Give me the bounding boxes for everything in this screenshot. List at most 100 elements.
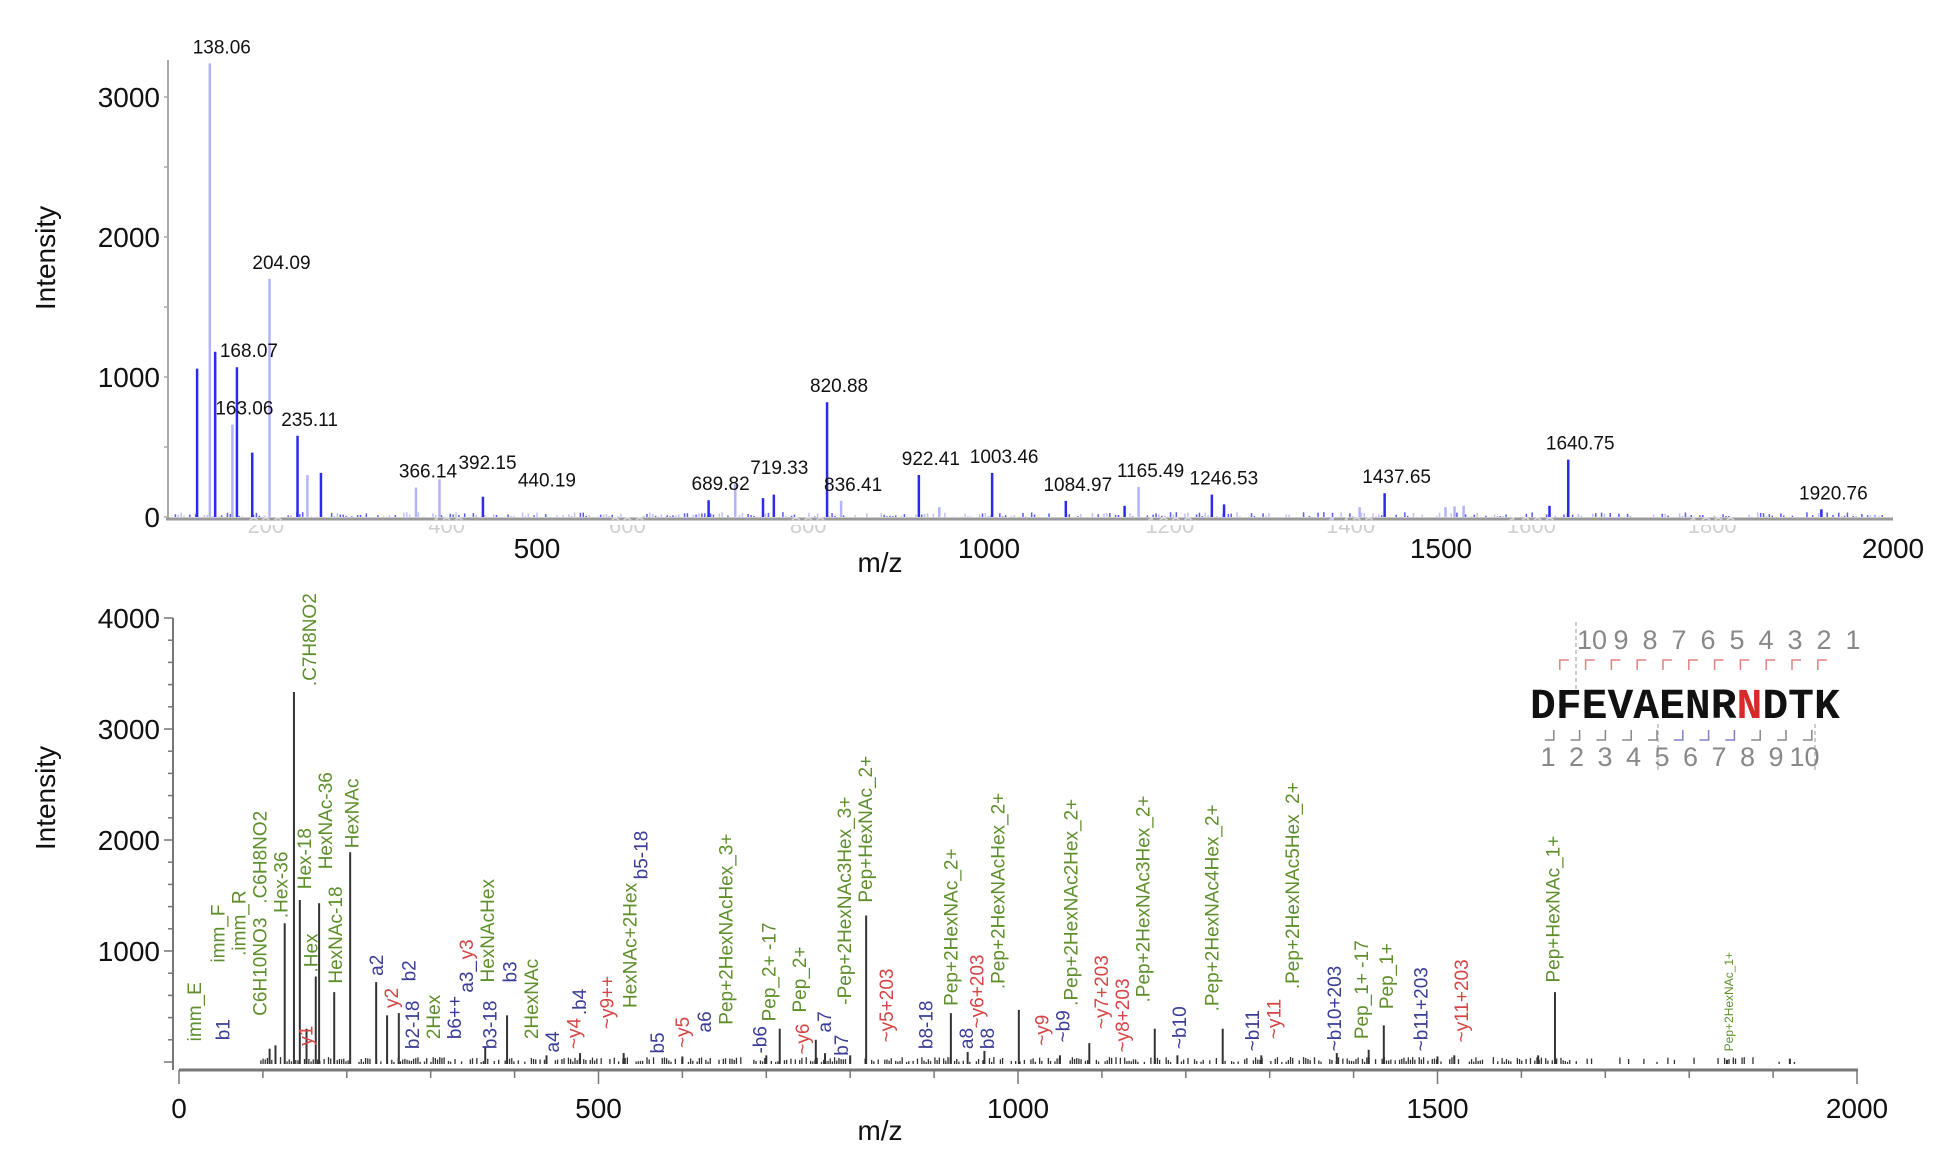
- residue: V: [1607, 682, 1633, 731]
- annotation-y-ion: y2: [382, 988, 403, 1008]
- y-ion-bracket: [1584, 659, 1595, 670]
- annotation-b-ion: a4: [543, 1031, 564, 1053]
- b-ion-bracket: [1777, 730, 1787, 741]
- b-ion-bracket: [1673, 730, 1684, 741]
- annotation-y-ion: ~y11: [1265, 999, 1286, 1039]
- annotation-y-ion: ~y5+203: [877, 968, 898, 1042]
- annotation-y-ion: ~y5: [673, 1017, 694, 1048]
- annotation-glycan: 2Hex: [424, 994, 445, 1039]
- annotation-b-ion: b2: [400, 960, 421, 981]
- peak-label: 138.06: [193, 37, 251, 58]
- y-tick-label: 2000: [98, 222, 160, 253]
- x-tick-label: 2000: [1862, 533, 1924, 564]
- annotation-glycan: HexNAcHex: [478, 879, 499, 983]
- annotation-b-ion: b8-18: [917, 1001, 938, 1050]
- annotation-glycan: Pep+2HexNAc_2+: [942, 848, 963, 1005]
- annotation-glycan: Pep_2+ -17: [760, 923, 781, 1022]
- annotation-glycan: Hex-18: [295, 828, 316, 889]
- y-ion-bracket: [1739, 659, 1750, 670]
- annotation-glycan: .Hex-36: [272, 852, 293, 919]
- y-tick-label: 1000: [98, 362, 160, 393]
- annotation-y-ion: y1: [297, 1026, 318, 1046]
- peak-label: 719.33: [750, 458, 808, 479]
- y-ion-bracket: [1662, 659, 1672, 670]
- top-spectrum-panel: 138.06 204.09 168.07 163.06 235.11 366.14 392.…: [30, 37, 1924, 578]
- annotation-glycan: -Pep+2HexNAc3Hex_3+: [835, 797, 856, 1005]
- annotation-glycan: .Pep+2HexNAc2Hex_2+: [1062, 799, 1083, 1006]
- annotation-b-ion: -b6: [750, 1026, 771, 1053]
- annotation-b-ion: .b4: [570, 988, 591, 1015]
- peak-label: 1246.53: [1190, 469, 1259, 490]
- annotation-b-ion: ~b11+203: [1412, 967, 1433, 1051]
- annotation-y-ion: ~y6: [793, 1023, 814, 1054]
- peak-label: 1920.76: [1799, 483, 1868, 504]
- faint-x-tick-label: 800: [790, 513, 827, 538]
- annotation-glycan: C6H10NO3: [250, 918, 271, 1016]
- annotation-b-ion: b8: [978, 1028, 999, 1049]
- peptide-sequence: DFEVAENRNDTK: [1530, 682, 1840, 731]
- y-tick-label: 0: [144, 502, 160, 533]
- annotation-b-ion: a6: [695, 1011, 716, 1032]
- annotation-b-ion: ~b9: [1054, 1010, 1075, 1042]
- b-ion-bracket: [1699, 730, 1710, 741]
- residue: A: [1633, 682, 1659, 731]
- peak-label: 163.06: [215, 399, 273, 420]
- annotation-b-ion: b6++: [445, 996, 466, 1039]
- annotation-b-ion: a3_: [457, 961, 478, 993]
- y-ion-bracket: [1817, 659, 1827, 670]
- annotation-b-ion: ~b11: [1243, 1010, 1264, 1051]
- faint-x-tick-label: 200: [247, 513, 284, 538]
- bottom-annotations: imm_E b1 imm_F .imm_R C6H10NO3 .C6H8NO2 .Hex-3…: [185, 593, 1736, 1056]
- faint-x-tick-label: 400: [428, 513, 465, 538]
- top-peak-labels: 138.06 204.09 168.07 163.06 235.11 366.14 392.…: [193, 37, 1868, 504]
- y-tick-label: 3000: [98, 82, 160, 113]
- annotation-glycan: 2HexNAc: [522, 959, 543, 1039]
- annotation-b-ion: b3-18: [480, 1001, 501, 1050]
- annotation-b-ion: b2-18: [403, 1001, 424, 1050]
- residue: N: [1685, 682, 1711, 731]
- y-ion-number: 3: [1787, 625, 1802, 655]
- peak-label: 689.82: [692, 474, 750, 495]
- peak-label: 1640.75: [1546, 434, 1615, 455]
- annotation-y-ion: ~y8+203: [1113, 978, 1134, 1052]
- faint-x-tick-label: 1200: [1145, 513, 1194, 538]
- annotation-glycan: Pep_1+: [1377, 943, 1398, 1009]
- bottom-x-axis-label: m/z: [857, 1115, 902, 1146]
- annotation-b-ion: ~b10: [1170, 1006, 1191, 1049]
- b-ion-number: 2: [1569, 742, 1584, 772]
- y-ion-number: 4: [1758, 625, 1773, 655]
- residue: F: [1556, 682, 1582, 731]
- top-y-axis-label: Intensity: [30, 206, 61, 310]
- x-tick-label: 1500: [1410, 533, 1472, 564]
- y-tick-label: 2000: [98, 825, 160, 856]
- peak-label: 168.07: [220, 341, 278, 362]
- faint-x-tick-label: 600: [609, 513, 646, 538]
- bottom-peaks: [268, 692, 1791, 1064]
- residue: E: [1659, 682, 1685, 731]
- annotation-glycan: .Pep+2HexNAc4Hex_2+: [1203, 804, 1224, 1011]
- y-ion-number: 7: [1671, 625, 1686, 655]
- y-ion-bracket: [1559, 659, 1569, 670]
- y-ion-number: 9: [1613, 625, 1628, 655]
- annotation-glycan: imm_F: [208, 904, 229, 962]
- annotation-glycan: Pep+HexNAc_2+: [856, 756, 877, 903]
- residue: T: [1788, 682, 1814, 731]
- b-ion-bracket: [1751, 730, 1761, 741]
- faint-x-tick-label: 1600: [1507, 513, 1556, 538]
- annotation-glycan: Pep+2HexNAcHex_3+: [716, 834, 737, 1025]
- annotation-glycan: .Hex: [302, 933, 323, 973]
- annotation-b-ion: b3: [500, 961, 521, 982]
- top-axes: 200 400 600 800 1200 1400 1600 1800 500 1000 1500 2…: [98, 60, 1924, 564]
- b-ion-number: 8: [1740, 742, 1755, 772]
- annotation-b-ion: b7: [832, 1035, 853, 1056]
- annotation-b-ion: b1: [213, 1019, 234, 1040]
- peak-label: 204.09: [252, 253, 310, 274]
- annotation-glycan: HexNAc+2Hex: [620, 882, 641, 1008]
- annotation-y-ion: ~y9++: [598, 976, 619, 1029]
- peak-label: 1437.65: [1362, 467, 1431, 488]
- annotation-glycan: .Pep+2HexNAcHex_2+: [988, 793, 1009, 989]
- bottom-axes: 0 500 1000 1500 2000 1000 2000 3000 4000: [98, 603, 1888, 1124]
- annotation-glycan: HexNAc-18: [326, 886, 347, 983]
- residue: R: [1711, 682, 1737, 731]
